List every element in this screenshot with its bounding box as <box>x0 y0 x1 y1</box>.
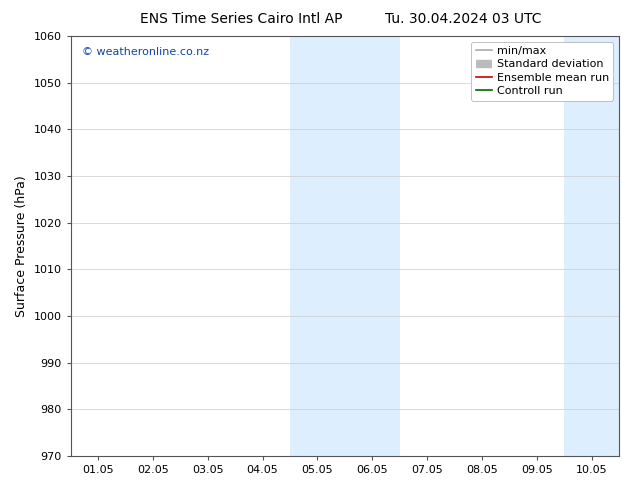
Legend: min/max, Standard deviation, Ensemble mean run, Controll run: min/max, Standard deviation, Ensemble me… <box>471 42 614 100</box>
Y-axis label: Surface Pressure (hPa): Surface Pressure (hPa) <box>15 175 28 317</box>
Text: ENS Time Series Cairo Intl AP: ENS Time Series Cairo Intl AP <box>139 12 342 26</box>
Bar <box>564 36 619 456</box>
Text: Tu. 30.04.2024 03 UTC: Tu. 30.04.2024 03 UTC <box>385 12 541 26</box>
Bar <box>290 36 399 456</box>
Text: © weatheronline.co.nz: © weatheronline.co.nz <box>82 47 209 57</box>
